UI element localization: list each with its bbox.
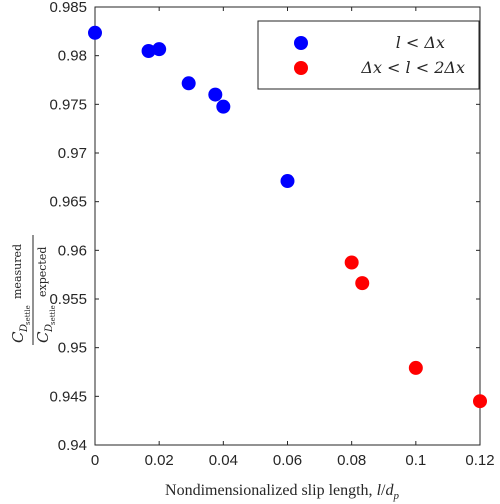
x-axis-title: Nondimensionalized slip length, l/dp [165, 482, 399, 502]
x-tick-label-6: 0.12 [465, 452, 494, 469]
ylabel-den-c: C [34, 331, 52, 343]
axis-ticks [94, 6, 481, 446]
legend-label-series-1: l < Δx [396, 33, 445, 52]
y-tick-label-7: 0.975 [49, 96, 87, 113]
y-tick-label-3: 0.955 [49, 291, 87, 308]
axis-tick-labels: 0 0.02 0.04 0.06 0.08 0.1 0.12 0.94 0.945 0.95 0.9… [49, 0, 494, 469]
y-tick-label-6: 0.97 [58, 145, 87, 162]
x-axis-title-l: l [377, 482, 382, 499]
x-tick-label-3: 0.06 [273, 452, 302, 469]
y-tick-label-4: 0.96 [58, 242, 87, 259]
ylabel-num-settle: settle [24, 305, 32, 325]
x-tick-label-2: 0.04 [209, 452, 238, 469]
y-tick-label-8: 0.98 [58, 48, 87, 65]
y-tick-label-2: 0.95 [58, 340, 87, 357]
y-tick-label-0: 0.94 [58, 437, 87, 454]
y-tick-label-1: 0.945 [49, 388, 87, 405]
point-series-2-1 [355, 276, 370, 291]
x-axis-title-d: d [385, 482, 394, 499]
point-series-1-1 [141, 43, 156, 58]
x-axis-title-slash: / [381, 482, 386, 499]
point-series-2-2 [408, 360, 423, 375]
x-axis-title-sub-p: p [392, 490, 399, 502]
y-axis-title: C D settle measured C D settle expected [9, 235, 57, 345]
x-tick-label-4: 0.08 [337, 452, 366, 469]
point-series-1-2 [152, 42, 167, 57]
legend-marker-series-1 [294, 36, 308, 50]
ylabel-den-d: D [44, 324, 55, 333]
ylabel-den-settle: settle [49, 305, 57, 325]
ylabel-num-d: D [19, 324, 30, 333]
legend-marker-series-2 [294, 61, 308, 75]
legend-box [257, 20, 480, 90]
point-series-1-3 [181, 76, 196, 91]
point-series-2-3 [473, 394, 487, 409]
point-series-1-6 [280, 174, 295, 189]
x-tick-label-5: 0.1 [405, 452, 426, 469]
point-series-1-4 [208, 87, 223, 102]
legend-label-series-2: Δx < l < 2Δx [360, 58, 465, 77]
ylabel-num-measured: measured [11, 244, 24, 299]
point-series-2-0 [344, 255, 359, 270]
y-tick-label-5: 0.965 [49, 194, 87, 211]
y-tick-label-9: 0.985 [49, 0, 87, 16]
data-points [88, 25, 487, 409]
x-tick-label-0: 0 [91, 452, 99, 469]
legend: l < Δx Δx < l < 2Δx [257, 20, 480, 90]
x-tick-label-1: 0.02 [145, 452, 174, 469]
point-series-1-0 [88, 25, 102, 40]
ylabel-den-expected: expected [36, 247, 49, 297]
ylabel-num-c: C [9, 331, 27, 343]
point-series-1-5 [216, 99, 231, 114]
x-axis-title-text: Nondimensionalized slip length, [165, 482, 377, 499]
